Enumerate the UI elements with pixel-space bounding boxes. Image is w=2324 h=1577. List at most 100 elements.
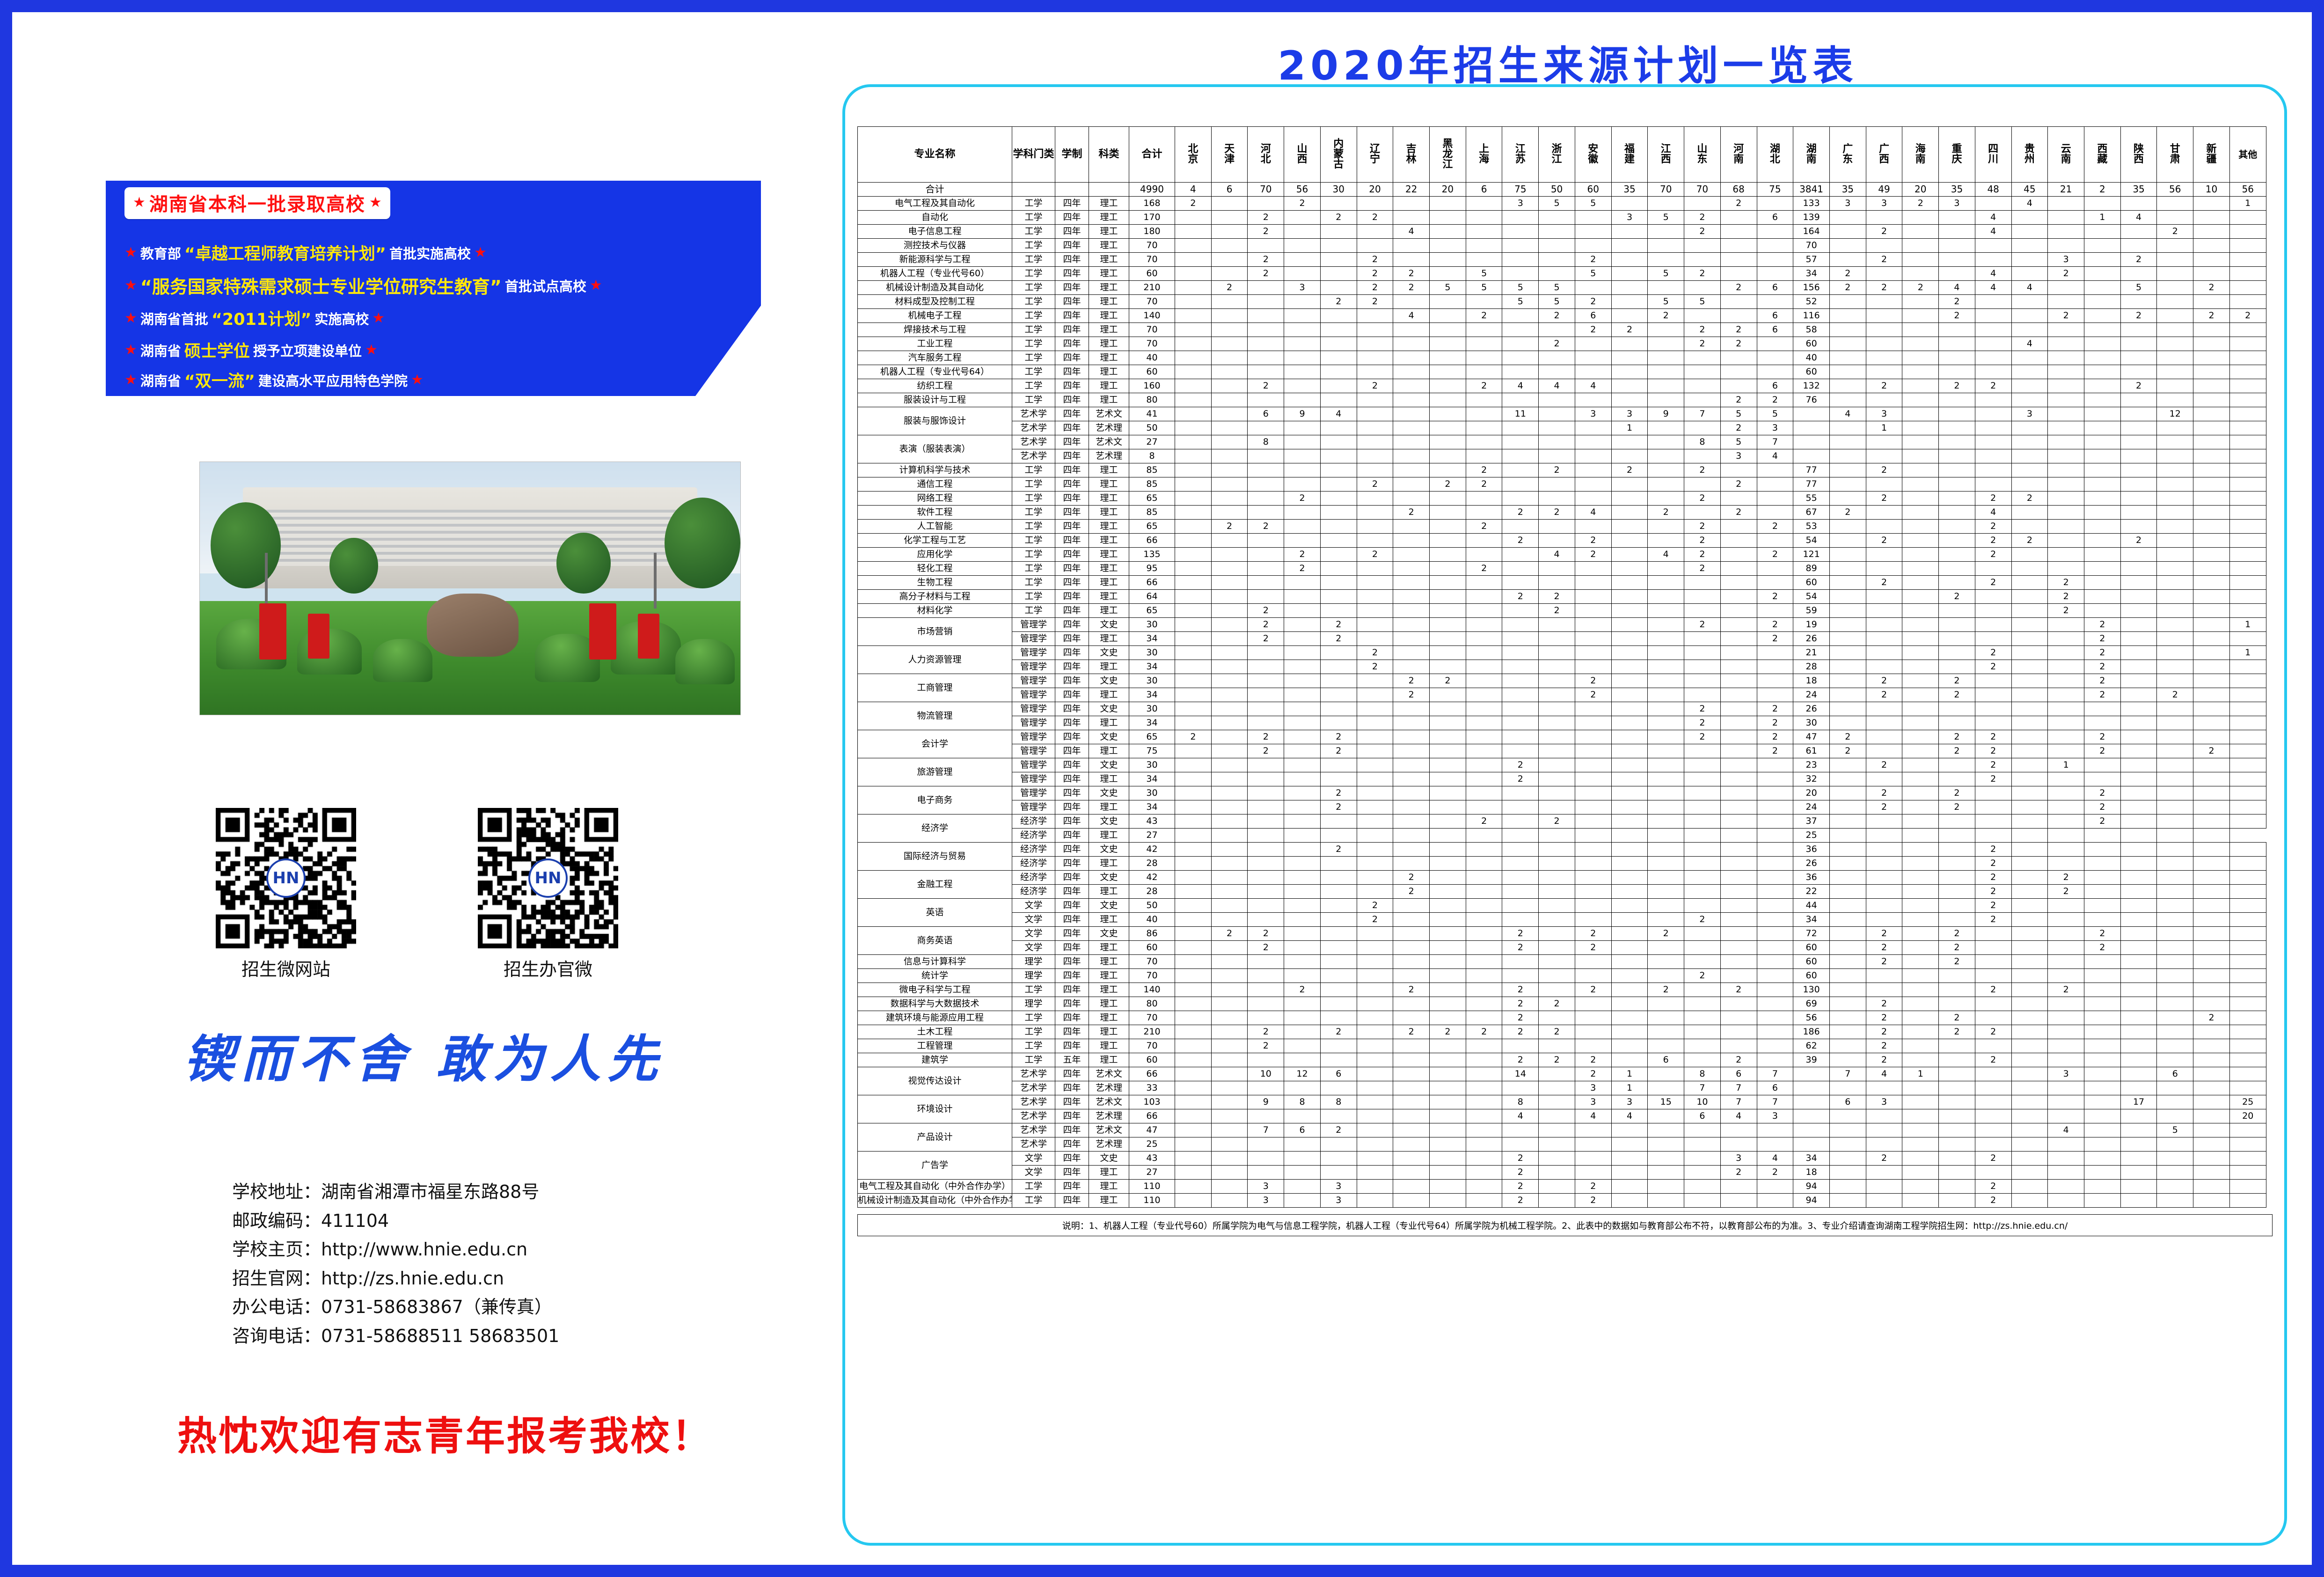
- cell-prov-26: [2120, 561, 2157, 576]
- cell-category: 文史: [1089, 926, 1129, 941]
- cell-prov-12: [1611, 1039, 1648, 1053]
- cell-prov-6: [1393, 1011, 1430, 1025]
- cell-prov-18: [1829, 1165, 1866, 1180]
- cell-prov-22: [1974, 308, 2012, 323]
- cell-prov-21: [1938, 323, 1975, 337]
- cell-prov-19: [1865, 912, 1903, 927]
- qr-image[interactable]: HN: [478, 808, 618, 948]
- cell-prov-9: 2: [1502, 758, 1539, 772]
- cell-prov-26: [2120, 983, 2157, 997]
- cell-prov-11: [1574, 730, 1612, 744]
- cell-prov-19: [1865, 1193, 1903, 1208]
- cell-prov-13: [1647, 435, 1685, 449]
- cell-prov-26: [2120, 393, 2157, 407]
- cell-prov-12: [1611, 351, 1648, 365]
- cell-prov-4: [1320, 561, 1357, 576]
- cell-prov-26: [2120, 1067, 2157, 1081]
- cell-prov-4: 2: [1320, 730, 1357, 744]
- qr-code-admissions-wechat[interactable]: HN 招生办官微: [475, 808, 621, 981]
- cell-prov-28: [2193, 252, 2230, 267]
- cell-prov-10: 5: [1538, 294, 1575, 309]
- cell-duration: 四年: [1055, 224, 1089, 239]
- cell-category: 文史: [1089, 674, 1129, 688]
- cell-discipline: 管理学: [1012, 716, 1055, 730]
- cell-prov-28: [2193, 435, 2230, 449]
- cell-prov-16: 4: [1756, 449, 1794, 463]
- cell-prov-17: 60: [1793, 954, 1830, 969]
- cell-prov-12: [1611, 365, 1648, 379]
- cell-duration: 四年: [1055, 1067, 1089, 1081]
- cell-prov-18: 2: [1829, 280, 1866, 295]
- cell-prov-23: [2011, 393, 2048, 407]
- cell-prov-17: 39: [1793, 1053, 1830, 1067]
- cell-prov-27: [2156, 1025, 2194, 1039]
- cell-prov-26: 2: [2120, 308, 2157, 323]
- qr-code-admissions-site[interactable]: HN 招生微网站: [213, 808, 358, 981]
- cell-prov-25: [2083, 1193, 2121, 1208]
- cell-prov-15: [1720, 1025, 1757, 1039]
- cell-prov-2: [1247, 884, 1285, 899]
- cell-prov-9: [1502, 449, 1539, 463]
- cell-prov-17: [1793, 421, 1830, 435]
- cell-prov-3: [1284, 252, 1321, 267]
- qr-image[interactable]: HN: [216, 808, 356, 948]
- cell-prov-17: 60: [1793, 337, 1830, 351]
- cell-prov-20: 2: [1902, 280, 1939, 295]
- cell-prov-13: [1647, 856, 1685, 871]
- cell-total: 85: [1129, 463, 1175, 477]
- cell-prov-0: [1175, 323, 1212, 337]
- cell-prov-18: [1829, 1151, 1866, 1166]
- cell-prov-25: [2083, 491, 2121, 506]
- col-header-province-24: 云南: [2047, 126, 2084, 183]
- cell-duration: 四年: [1055, 814, 1089, 829]
- cell-prov-17: 18: [1793, 1165, 1830, 1180]
- cell-prov-20: [1902, 365, 1939, 379]
- cell-total: 50: [1129, 421, 1175, 435]
- cell-duration: 四年: [1055, 519, 1089, 534]
- cell-prov-25: [2083, 561, 2121, 576]
- cell-prov-4: [1320, 575, 1357, 590]
- cell-category: 理工: [1089, 238, 1129, 253]
- contact-admissions-site[interactable]: 招生官网：http://zs.hnie.edu.cn: [232, 1268, 504, 1289]
- cell-prov-1: 2: [1211, 280, 1248, 295]
- plan-table: 专业名称 学科门类 学制 科类 合计北京天津河北山西内蒙古辽宁吉林黑龙江上海江苏浙江安徽…: [857, 126, 2266, 1208]
- cell-prov-22: [1974, 365, 2012, 379]
- cell-prov-23: [2011, 519, 2048, 534]
- cell-prov-21: 2: [1938, 589, 1975, 604]
- cell-prov-29: [2229, 1025, 2266, 1039]
- cell-prov-15: 7: [1720, 1081, 1757, 1095]
- photo-lamp: [654, 553, 657, 609]
- cell-prov-15: [1720, 210, 1757, 225]
- cell-prov-11: 3: [1574, 1081, 1612, 1095]
- cell-prov-22: [1974, 926, 2012, 941]
- cell-prov-28: [2193, 828, 2230, 843]
- cell-prov-23: [2011, 308, 2048, 323]
- cell-prov-11: [1574, 772, 1612, 786]
- cell-prov-21: [1938, 1123, 1975, 1137]
- cell-major: 高分子材料与工程: [857, 589, 1012, 604]
- cell-prov-18: [1829, 519, 1866, 534]
- cell-prov-6: [1393, 1081, 1430, 1095]
- cell-prov-10: [1538, 716, 1575, 730]
- cell-prov-29: [2229, 688, 2266, 702]
- table-row: 艺术学 四年 艺术理 33 3 1 7 7 6: [858, 1081, 2266, 1095]
- cell-prov-4: [1320, 393, 1357, 407]
- table-row: 经济学 四年 理工 27 25: [858, 828, 2266, 843]
- cell-prov-25: [2083, 252, 2121, 267]
- cell-prov-7: [1429, 997, 1466, 1011]
- cell-prov-9: [1502, 421, 1539, 435]
- contact-homepage[interactable]: 学校主页：http://www.hnie.edu.cn: [232, 1239, 528, 1260]
- cell-prov-5: [1356, 968, 1394, 983]
- cell-prov-27: [2156, 772, 2194, 786]
- cell-prov-22: [1974, 1039, 2012, 1053]
- cell-prov-26: [2120, 842, 2157, 857]
- col-header-province-21: 重庆: [1938, 126, 1975, 183]
- contact-postcode: 邮政编码：411104: [232, 1210, 389, 1231]
- cell-prov-6: [1393, 1053, 1430, 1067]
- cell-prov-2: [1247, 491, 1285, 506]
- cell-prov-20: [1902, 463, 1939, 477]
- cell-prov-15: [1720, 365, 1757, 379]
- honors-banner: ★ 湖南省本科一批录取高校 ★ ★ 教育部 “卓越工程师教育培养计划” 首批实施…: [106, 181, 761, 396]
- cell-prov-16: [1756, 294, 1794, 309]
- cell-prov-27: [2156, 238, 2194, 253]
